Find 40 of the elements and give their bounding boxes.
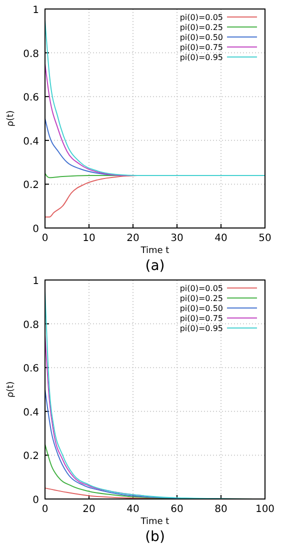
legend-label: pi(0)=0.50 <box>180 304 223 313</box>
y-tick-label: 1 <box>32 276 39 287</box>
legend-label: pi(0)=0.75 <box>180 43 223 52</box>
y-tick-label: 0.4 <box>23 407 39 418</box>
legend-label: pi(0)=0.05 <box>180 13 223 22</box>
y-tick-label: 0.6 <box>23 92 39 104</box>
y-tick-label: 0.2 <box>23 451 39 462</box>
x-tick-label: 20 <box>82 504 96 515</box>
y-tick-label: 0.2 <box>23 180 39 192</box>
x-tick-label: 60 <box>170 504 184 515</box>
y-tick-label: 1 <box>32 5 39 16</box>
x-axis-title: Time t <box>140 517 170 527</box>
legend-label: pi(0)=0.50 <box>180 33 223 42</box>
x-tick-label: 80 <box>214 504 228 515</box>
y-tick-label: 0 <box>32 224 39 235</box>
text: (b) <box>145 529 165 545</box>
x-tick-label: 30 <box>170 233 184 244</box>
y-axis-title: ρ(t) <box>6 110 16 127</box>
text: (a) <box>145 258 165 274</box>
legend-label: pi(0)=0.05 <box>180 284 223 293</box>
x-tick-label: 0 <box>42 504 48 515</box>
x-tick-label: 100 <box>255 504 275 515</box>
x-tick-label: 50 <box>258 233 272 244</box>
y-tick-label: 0.8 <box>23 320 39 331</box>
x-tick-label: 0 <box>42 233 48 244</box>
legend-label: pi(0)=0.95 <box>180 324 223 333</box>
legend-label: pi(0)=0.75 <box>180 314 223 323</box>
y-tick-label: 0.4 <box>23 136 39 148</box>
legend-label: pi(0)=0.25 <box>180 23 223 32</box>
x-tick-label: 40 <box>126 504 140 515</box>
y-tick-label: 0 <box>32 495 39 506</box>
x-tick-label: 20 <box>126 233 140 244</box>
y-tick-label: 0.8 <box>23 48 39 60</box>
x-tick-label: 10 <box>82 233 96 244</box>
x-tick-label: 40 <box>214 233 228 244</box>
legend-label: pi(0)=0.95 <box>180 53 223 62</box>
y-axis-title: ρ(t) <box>6 381 16 398</box>
x-axis-title: Time t <box>140 246 170 256</box>
y-tick-label: 0.6 <box>23 364 39 375</box>
legend-label: pi(0)=0.25 <box>180 294 223 303</box>
